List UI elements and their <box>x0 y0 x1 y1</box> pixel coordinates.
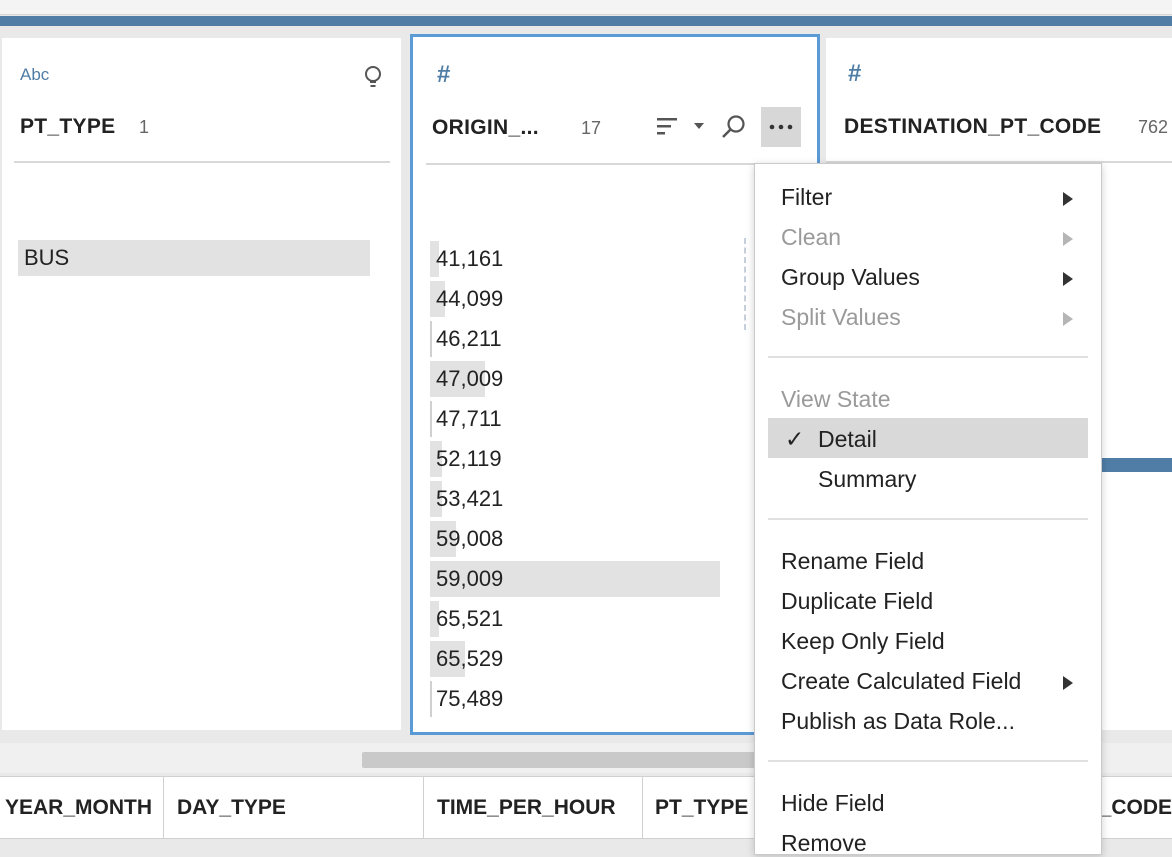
value-label[interactable]: 47,009 <box>436 366 504 391</box>
value-bar <box>430 481 442 517</box>
value-bar <box>430 601 439 637</box>
value-bar <box>430 441 442 477</box>
value-bar <box>430 281 445 317</box>
search-icon[interactable] <box>720 113 748 141</box>
menu-item-rename-field[interactable]: Rename Field <box>781 548 925 574</box>
menu-item-create-calculated-field[interactable]: Create Calculated Field <box>781 668 1022 694</box>
value-label[interactable]: BUS <box>24 245 70 270</box>
profile-card-origin-pt-code[interactable]: # ORIGIN_... 17 41,161 44,099 46,211 47,009… <box>410 34 820 735</box>
field-distinct-count: 1 <box>139 117 150 137</box>
value-label[interactable]: 47,711 <box>436 406 502 431</box>
field-name[interactable]: ORIGIN_... <box>432 116 539 139</box>
column-header-year-month[interactable]: YEAR_MONTH <box>4 796 152 819</box>
menu-separator <box>768 518 1088 520</box>
menu-highlight <box>768 418 1088 458</box>
menu-item-duplicate-field[interactable]: Duplicate Field <box>781 588 934 614</box>
column-separator <box>423 777 424 839</box>
column-separator <box>642 777 643 839</box>
lightbulb-icon[interactable] <box>362 64 384 90</box>
field-name[interactable]: PT_TYPE <box>20 115 116 138</box>
number-type-icon: # <box>437 61 451 88</box>
text-type-icon: Abc <box>20 65 50 84</box>
value-label[interactable]: 65,529 <box>436 646 504 671</box>
menu-item-split-values[interactable]: Split Values <box>781 304 901 330</box>
number-type-icon: # <box>848 60 862 87</box>
submenu-arrow-icon <box>1063 272 1073 286</box>
submenu-arrow-icon <box>1063 676 1073 690</box>
menu-item-summary[interactable]: Summary <box>818 466 917 492</box>
value-label[interactable]: 75,489 <box>436 686 504 711</box>
sort-icon[interactable] <box>655 115 679 139</box>
menu-item-group-values[interactable]: Group Values <box>781 264 920 290</box>
value-label[interactable]: 44,099 <box>436 286 504 311</box>
menu-separator <box>768 356 1088 358</box>
field-distinct-count: 17 <box>581 118 602 138</box>
context-menu: Filter Clean Group Values Split Values V… <box>754 163 1102 856</box>
chevron-down-icon[interactable] <box>693 121 705 131</box>
value-label[interactable]: 46,211 <box>436 326 502 351</box>
grid-row-divider <box>0 838 1172 839</box>
value-bar-baseline <box>430 321 432 357</box>
header-divider <box>14 161 390 163</box>
column-header-origin-pt-code[interactable]: ORIGIN_PT_CODE <box>1090 796 1172 819</box>
column-header-time-per-hour[interactable]: TIME_PER_HOUR <box>437 796 616 819</box>
value-label[interactable]: 65,521 <box>436 606 504 631</box>
summary-bar <box>1100 458 1172 472</box>
column-header-pt-type[interactable]: PT_TYPE <box>655 796 749 819</box>
profile-card-pt-type[interactable]: Abc PT_TYPE 1 BUS <box>2 38 401 730</box>
submenu-arrow-icon <box>1063 312 1073 326</box>
scrollbar-thumb[interactable] <box>362 752 762 768</box>
value-bar <box>430 241 439 277</box>
header-divider <box>826 161 1172 163</box>
column-separator <box>163 777 164 839</box>
menu-item-detail[interactable]: Detail <box>818 426 877 452</box>
value-label[interactable]: 59,008 <box>436 526 504 551</box>
menu-section-view-state: View State <box>781 386 891 412</box>
more-options-button[interactable] <box>761 107 801 147</box>
header-divider <box>426 163 817 165</box>
ellipsis-icon <box>769 124 793 130</box>
menu-item-publish-as-data-role[interactable]: Publish as Data Role... <box>781 708 1015 734</box>
top-strip <box>0 0 1172 15</box>
scroll-indicator <box>744 238 758 330</box>
value-label[interactable]: 59,009 <box>436 566 504 591</box>
menu-item-clean[interactable]: Clean <box>781 224 842 250</box>
field-distinct-count: 762 <box>1138 117 1169 137</box>
value-bar-baseline <box>430 401 432 437</box>
field-name[interactable]: DESTINATION_PT_CODE <box>844 115 1102 138</box>
value-bar <box>430 521 456 557</box>
value-label[interactable]: 52,119 <box>436 446 502 471</box>
value-bar-baseline <box>430 681 432 717</box>
header-accent-bar <box>0 16 1172 26</box>
value-label[interactable]: 53,421 <box>436 486 504 511</box>
value-label[interactable]: 41,161 <box>436 246 504 271</box>
menu-item-hide-field[interactable]: Hide Field <box>781 790 885 816</box>
value-bar <box>18 240 370 276</box>
submenu-arrow-icon <box>1063 232 1073 246</box>
check-icon: ✓ <box>785 426 805 452</box>
value-bar <box>430 561 720 597</box>
value-bar <box>430 361 485 397</box>
submenu-arrow-icon <box>1063 192 1073 206</box>
column-header-day-type[interactable]: DAY_TYPE <box>177 796 286 819</box>
menu-separator <box>768 760 1088 762</box>
value-bar <box>430 641 465 677</box>
menu-item-keep-only-field[interactable]: Keep Only Field <box>781 628 945 654</box>
menu-item-filter[interactable]: Filter <box>781 184 833 210</box>
